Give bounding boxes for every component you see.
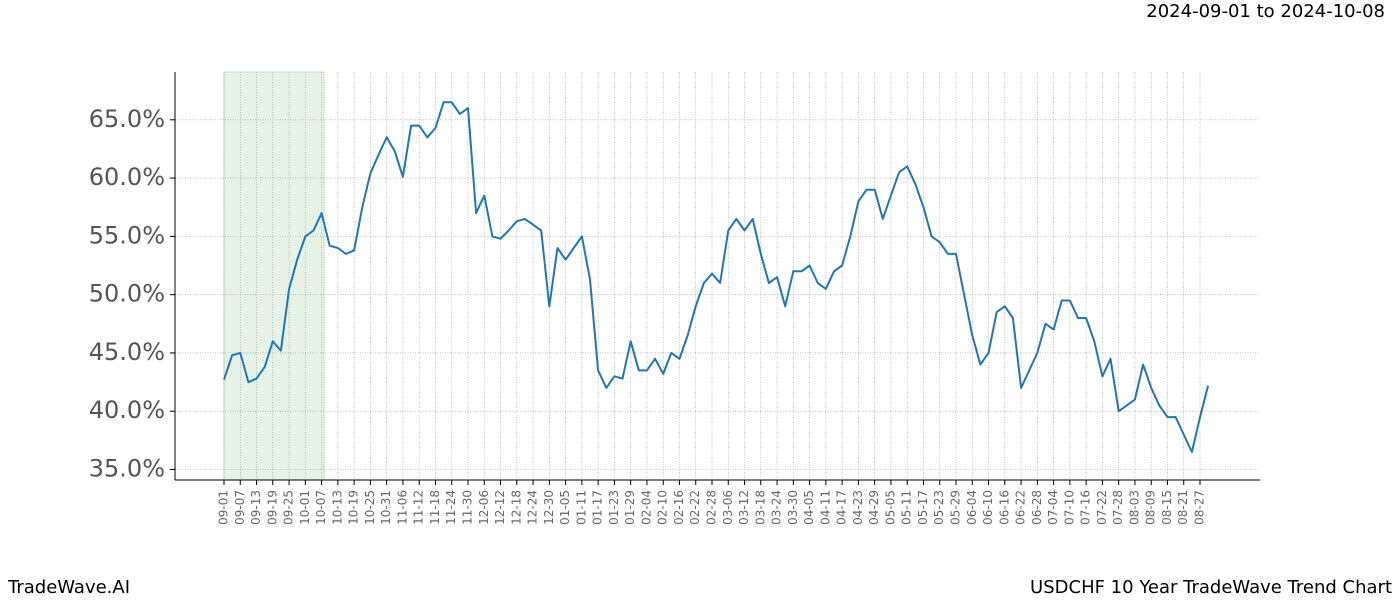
x-tick-label: 08-21 [1176, 490, 1190, 525]
x-tick-label: 04-17 [835, 490, 849, 525]
x-tick-label: 10-31 [379, 490, 393, 525]
y-tick-label: 55.0% [89, 221, 165, 249]
x-tick-label: 09-01 [217, 490, 231, 525]
x-tick-label: 11-12 [412, 490, 426, 525]
x-tick-label: 05-11 [900, 490, 914, 525]
x-tick-label: 06-10 [981, 490, 995, 525]
y-tick-label: 50.0% [89, 280, 165, 308]
x-tick-label: 10-13 [330, 490, 344, 525]
x-tick-label: 08-03 [1127, 490, 1141, 525]
x-tick-label: 06-04 [965, 490, 979, 525]
x-tick-label: 01-23 [607, 490, 621, 525]
x-tick-label: 08-15 [1160, 490, 1174, 525]
x-tick-label: 02-04 [639, 490, 653, 525]
highlight-window [223, 71, 325, 481]
x-tick-label: 10-19 [347, 490, 361, 525]
x-tick-label: 03-30 [786, 490, 800, 525]
brand: TradeWave.AI [7, 577, 130, 598]
x-tick-label: 02-28 [705, 490, 719, 525]
x-tick-label: 01-17 [591, 490, 605, 525]
x-tick-label: 07-22 [1095, 490, 1109, 525]
x-tick-label: 01-29 [623, 490, 637, 525]
x-tick-label: 04-11 [818, 490, 832, 525]
x-tick-label: 11-18 [428, 490, 442, 525]
x-tick-label: 05-23 [932, 490, 946, 525]
y-tick-label: 60.0% [89, 163, 165, 191]
x-tick-label: 03-12 [737, 490, 751, 525]
x-tick-label: 10-07 [314, 490, 328, 525]
x-tick-label: 02-16 [672, 490, 686, 525]
x-tick-label: 03-24 [770, 490, 784, 525]
x-tick-label: 02-22 [688, 490, 702, 525]
x-tick-label: 01-05 [558, 490, 572, 525]
x-tick-label: 11-30 [461, 490, 475, 525]
x-tick-label: 12-18 [509, 490, 523, 525]
x-tick-label: 03-06 [721, 490, 735, 525]
y-tick-label: 40.0% [89, 396, 165, 424]
x-tick-label: 04-23 [851, 490, 865, 525]
chart-title: USDCHF 10 Year TradeWave Trend Chart [1030, 577, 1392, 598]
x-tick-label: 10-01 [298, 490, 312, 525]
x-tick-label: 06-16 [997, 490, 1011, 525]
x-tick-label: 05-17 [916, 490, 930, 525]
x-tick-label: 08-27 [1193, 490, 1207, 525]
x-tick-label: 06-22 [1014, 490, 1028, 525]
x-tick-label: 01-11 [574, 490, 588, 525]
x-tick-label: 10-25 [363, 490, 377, 525]
x-tick-label: 04-05 [802, 490, 816, 525]
x-tick-label: 06-28 [1030, 490, 1044, 525]
x-tick-label: 09-07 [233, 490, 247, 525]
y-tick-label: 35.0% [89, 455, 165, 483]
x-tick-label: 07-16 [1079, 490, 1093, 525]
x-tick-label: 09-13 [249, 490, 263, 525]
x-tick-label: 09-19 [265, 490, 279, 525]
x-tick-label: 12-30 [542, 490, 556, 525]
trend-line [223, 101, 1210, 453]
x-tick-label: 12-24 [526, 490, 540, 525]
x-tick-label: 12-06 [477, 490, 491, 525]
x-tick-label: 02-10 [656, 490, 670, 525]
x-tick-label: 12-12 [493, 490, 507, 525]
x-tick-label: 07-10 [1062, 490, 1076, 525]
x-tick-label: 04-29 [867, 490, 881, 525]
x-tick-label: 03-18 [753, 490, 767, 525]
x-tick-label: 11-06 [395, 490, 409, 525]
x-tick-label: 07-28 [1111, 490, 1125, 525]
x-tick-label: 09-25 [282, 490, 296, 525]
x-tick-label: 05-29 [949, 490, 963, 525]
x-tick-label: 11-24 [444, 490, 458, 525]
chart-subtitle: 2024-09-01 to 2024-10-08 [1146, 1, 1385, 22]
x-tick-label: 07-04 [1046, 490, 1060, 525]
x-tick-label: 08-09 [1144, 490, 1158, 525]
x-tick-label: 05-05 [883, 490, 897, 525]
y-tick-label: 45.0% [89, 338, 165, 366]
y-tick-label: 65.0% [89, 105, 165, 133]
